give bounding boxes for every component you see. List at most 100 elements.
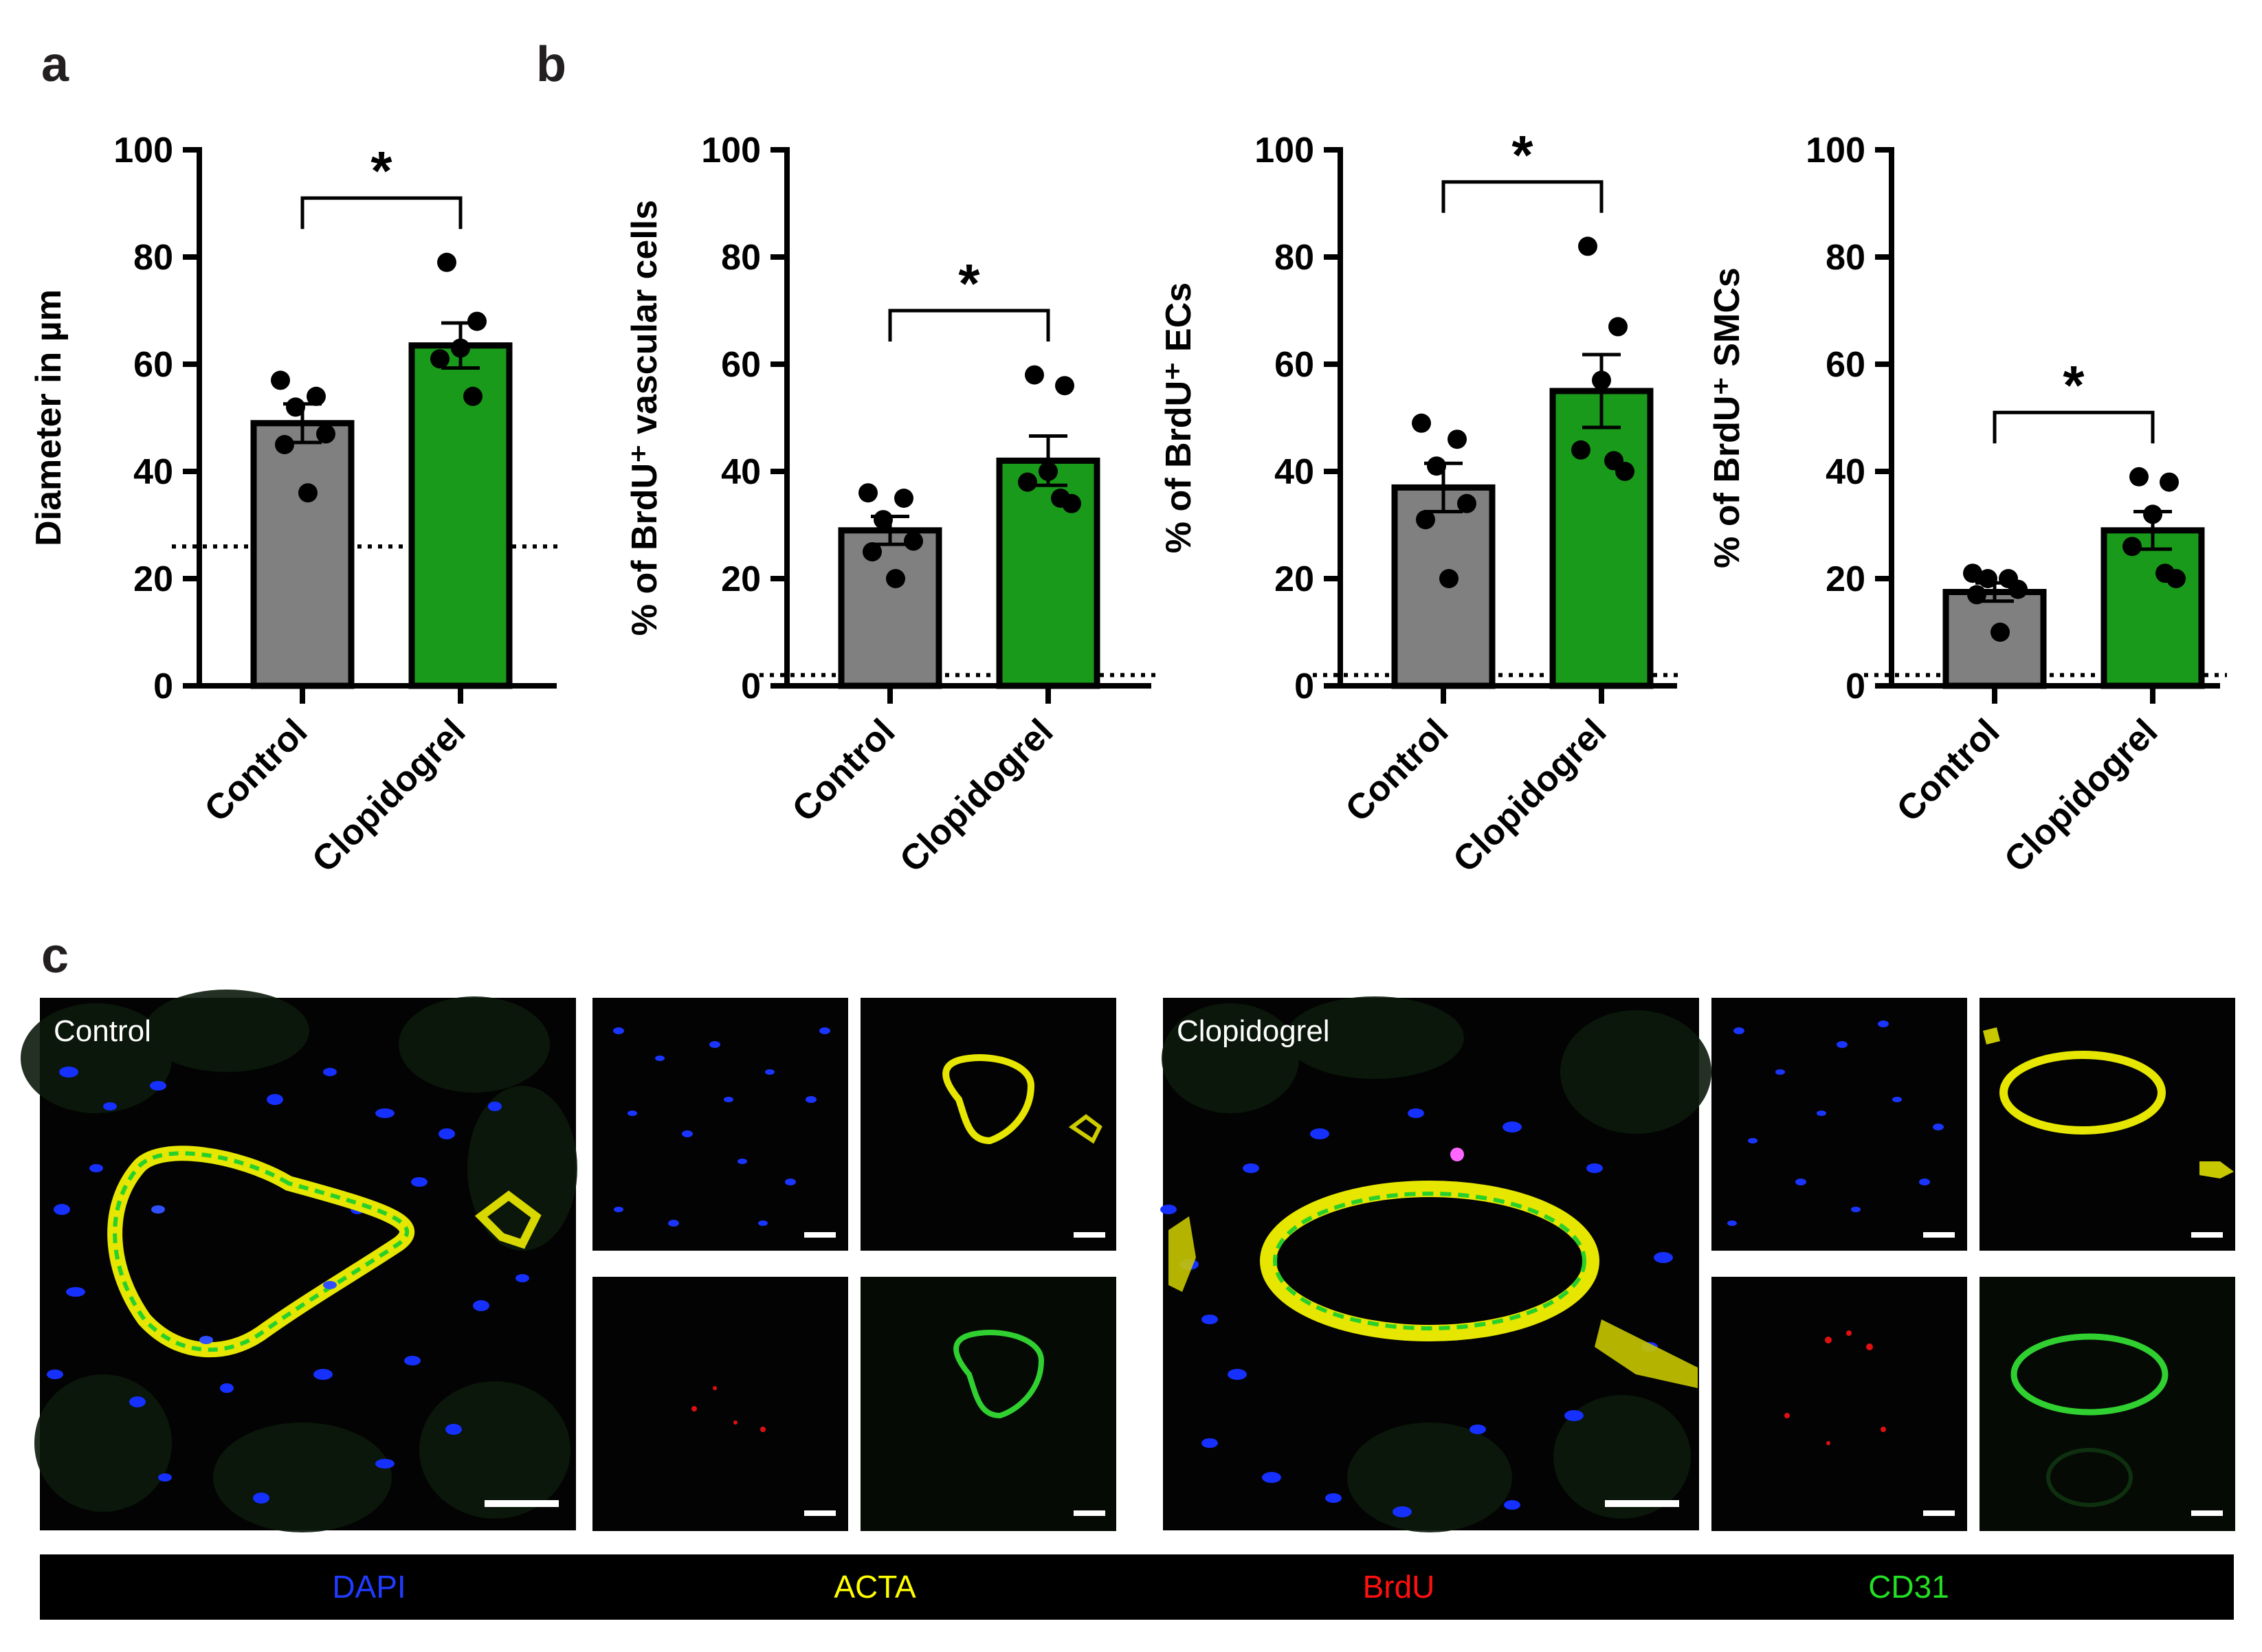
data-point xyxy=(316,424,335,444)
x-tick-label-control: Control xyxy=(197,711,315,829)
y-tick-label: 60 xyxy=(1274,345,1314,385)
y-tick-label: 80 xyxy=(1274,238,1314,278)
y-tick-label: 20 xyxy=(721,559,761,599)
micrograph-control-dapi xyxy=(592,998,848,1251)
micrograph-clopidogrel-acta xyxy=(1980,998,2235,1251)
y-tick-label: 40 xyxy=(1826,452,1865,492)
micrograph-control-acta xyxy=(861,998,1116,1251)
data-point xyxy=(1439,569,1459,588)
micrograph-control-brdu xyxy=(592,1277,848,1531)
y-tick-label: 20 xyxy=(133,559,173,599)
significance-star: * xyxy=(1511,124,1533,186)
data-point xyxy=(1571,440,1590,460)
y-axis-label: Diameter in µm xyxy=(29,289,69,546)
legend-brdu: BrdU xyxy=(1363,1569,1435,1605)
data-point xyxy=(307,386,326,406)
data-point xyxy=(1039,462,1058,481)
x-tick-label-clopidogrel: Clopidogrel xyxy=(892,711,1061,880)
y-tick-label: 0 xyxy=(153,667,173,706)
y-axis-label: % of BrdU⁺ ECs xyxy=(1159,282,1199,553)
data-point xyxy=(904,531,923,551)
data-point xyxy=(2166,569,2186,588)
data-point xyxy=(2143,504,2162,524)
y-tick-label: 100 xyxy=(1806,131,1865,170)
data-point xyxy=(463,386,483,406)
y-tick-label: 40 xyxy=(133,452,173,492)
data-point xyxy=(886,569,905,588)
data-point xyxy=(298,483,318,503)
micrograph-control-cd31 xyxy=(861,1277,1116,1531)
data-point xyxy=(1967,585,1986,605)
x-tick-label-control: Control xyxy=(1338,711,1456,829)
data-point xyxy=(1615,462,1634,481)
data-point xyxy=(467,311,487,331)
data-point xyxy=(1991,623,2010,642)
x-tick-label-control: Control xyxy=(785,711,903,829)
data-point xyxy=(1608,317,1628,337)
y-tick-label: 0 xyxy=(741,667,761,706)
data-point xyxy=(1412,413,1431,433)
y-axis-label: % of BrdU⁺ vascular cells xyxy=(625,200,665,636)
bar-clopidogrel xyxy=(408,342,513,689)
bar-clopidogrel xyxy=(996,457,1100,689)
data-point xyxy=(271,370,290,390)
data-point xyxy=(863,542,882,561)
data-point xyxy=(858,483,878,503)
data-point xyxy=(430,349,450,369)
significance-star: * xyxy=(958,253,980,314)
y-tick-label: 0 xyxy=(1845,667,1865,706)
x-tick-label-control: Control xyxy=(1889,711,2008,829)
data-point xyxy=(2129,467,2149,487)
significance-bracket xyxy=(300,196,463,230)
bar-control xyxy=(1391,484,1496,689)
y-tick-label: 20 xyxy=(1274,559,1314,599)
data-point xyxy=(286,397,305,417)
data-point xyxy=(894,489,913,508)
panel-b-letter: b xyxy=(536,37,566,92)
channel-legend: DAPI ACTA BrdU CD31 xyxy=(40,1554,2234,1620)
data-point xyxy=(1055,376,1074,396)
data-point xyxy=(1578,236,1597,256)
y-tick-label: 100 xyxy=(113,131,173,170)
data-point xyxy=(1592,370,1611,390)
significance-bracket xyxy=(1441,180,1604,213)
y-axis-label: % of BrdU⁺ SMCs xyxy=(1707,267,1747,568)
y-tick-label: 80 xyxy=(721,238,761,278)
panel-a-letter: a xyxy=(41,37,69,92)
y-tick-label: 100 xyxy=(701,131,761,170)
data-point xyxy=(451,338,470,358)
significance-bracket xyxy=(1993,410,2155,444)
micrograph-clopidogrel-merged: Clopidogrel xyxy=(1160,996,1711,1532)
micrograph-clopidogrel-label: Clopidogrel xyxy=(1177,1014,1330,1048)
y-tick-label: 100 xyxy=(1254,131,1314,170)
y-tick-label: 0 xyxy=(1294,667,1314,706)
x-tick-label-clopidogrel: Clopidogrel xyxy=(1445,711,1614,880)
data-point xyxy=(1457,493,1476,513)
data-point xyxy=(1448,429,1467,449)
data-point xyxy=(1963,563,1982,583)
data-point xyxy=(874,510,893,530)
legend-dapi: DAPI xyxy=(332,1569,406,1605)
micrograph-clopidogrel-cd31 xyxy=(1980,1277,2235,1531)
y-tick-label: 20 xyxy=(1826,559,1865,599)
y-tick-label: 80 xyxy=(133,238,173,278)
bar-clopidogrel xyxy=(1549,388,1654,689)
data-point xyxy=(2160,472,2179,492)
panel-c-letter: c xyxy=(41,928,69,983)
y-tick-label: 40 xyxy=(1274,452,1314,492)
data-point xyxy=(1416,510,1435,530)
bar-control xyxy=(250,420,355,689)
x-tick-label-clopidogrel: Clopidogrel xyxy=(304,711,473,880)
y-tick-label: 60 xyxy=(721,345,761,385)
micrograph-clopidogrel-brdu xyxy=(1711,1277,1967,1531)
significance-bracket xyxy=(888,309,1050,342)
x-tick-label-clopidogrel: Clopidogrel xyxy=(1997,711,2165,880)
y-tick-label: 40 xyxy=(721,452,761,492)
data-point xyxy=(1427,456,1446,476)
data-point xyxy=(1978,569,1997,588)
